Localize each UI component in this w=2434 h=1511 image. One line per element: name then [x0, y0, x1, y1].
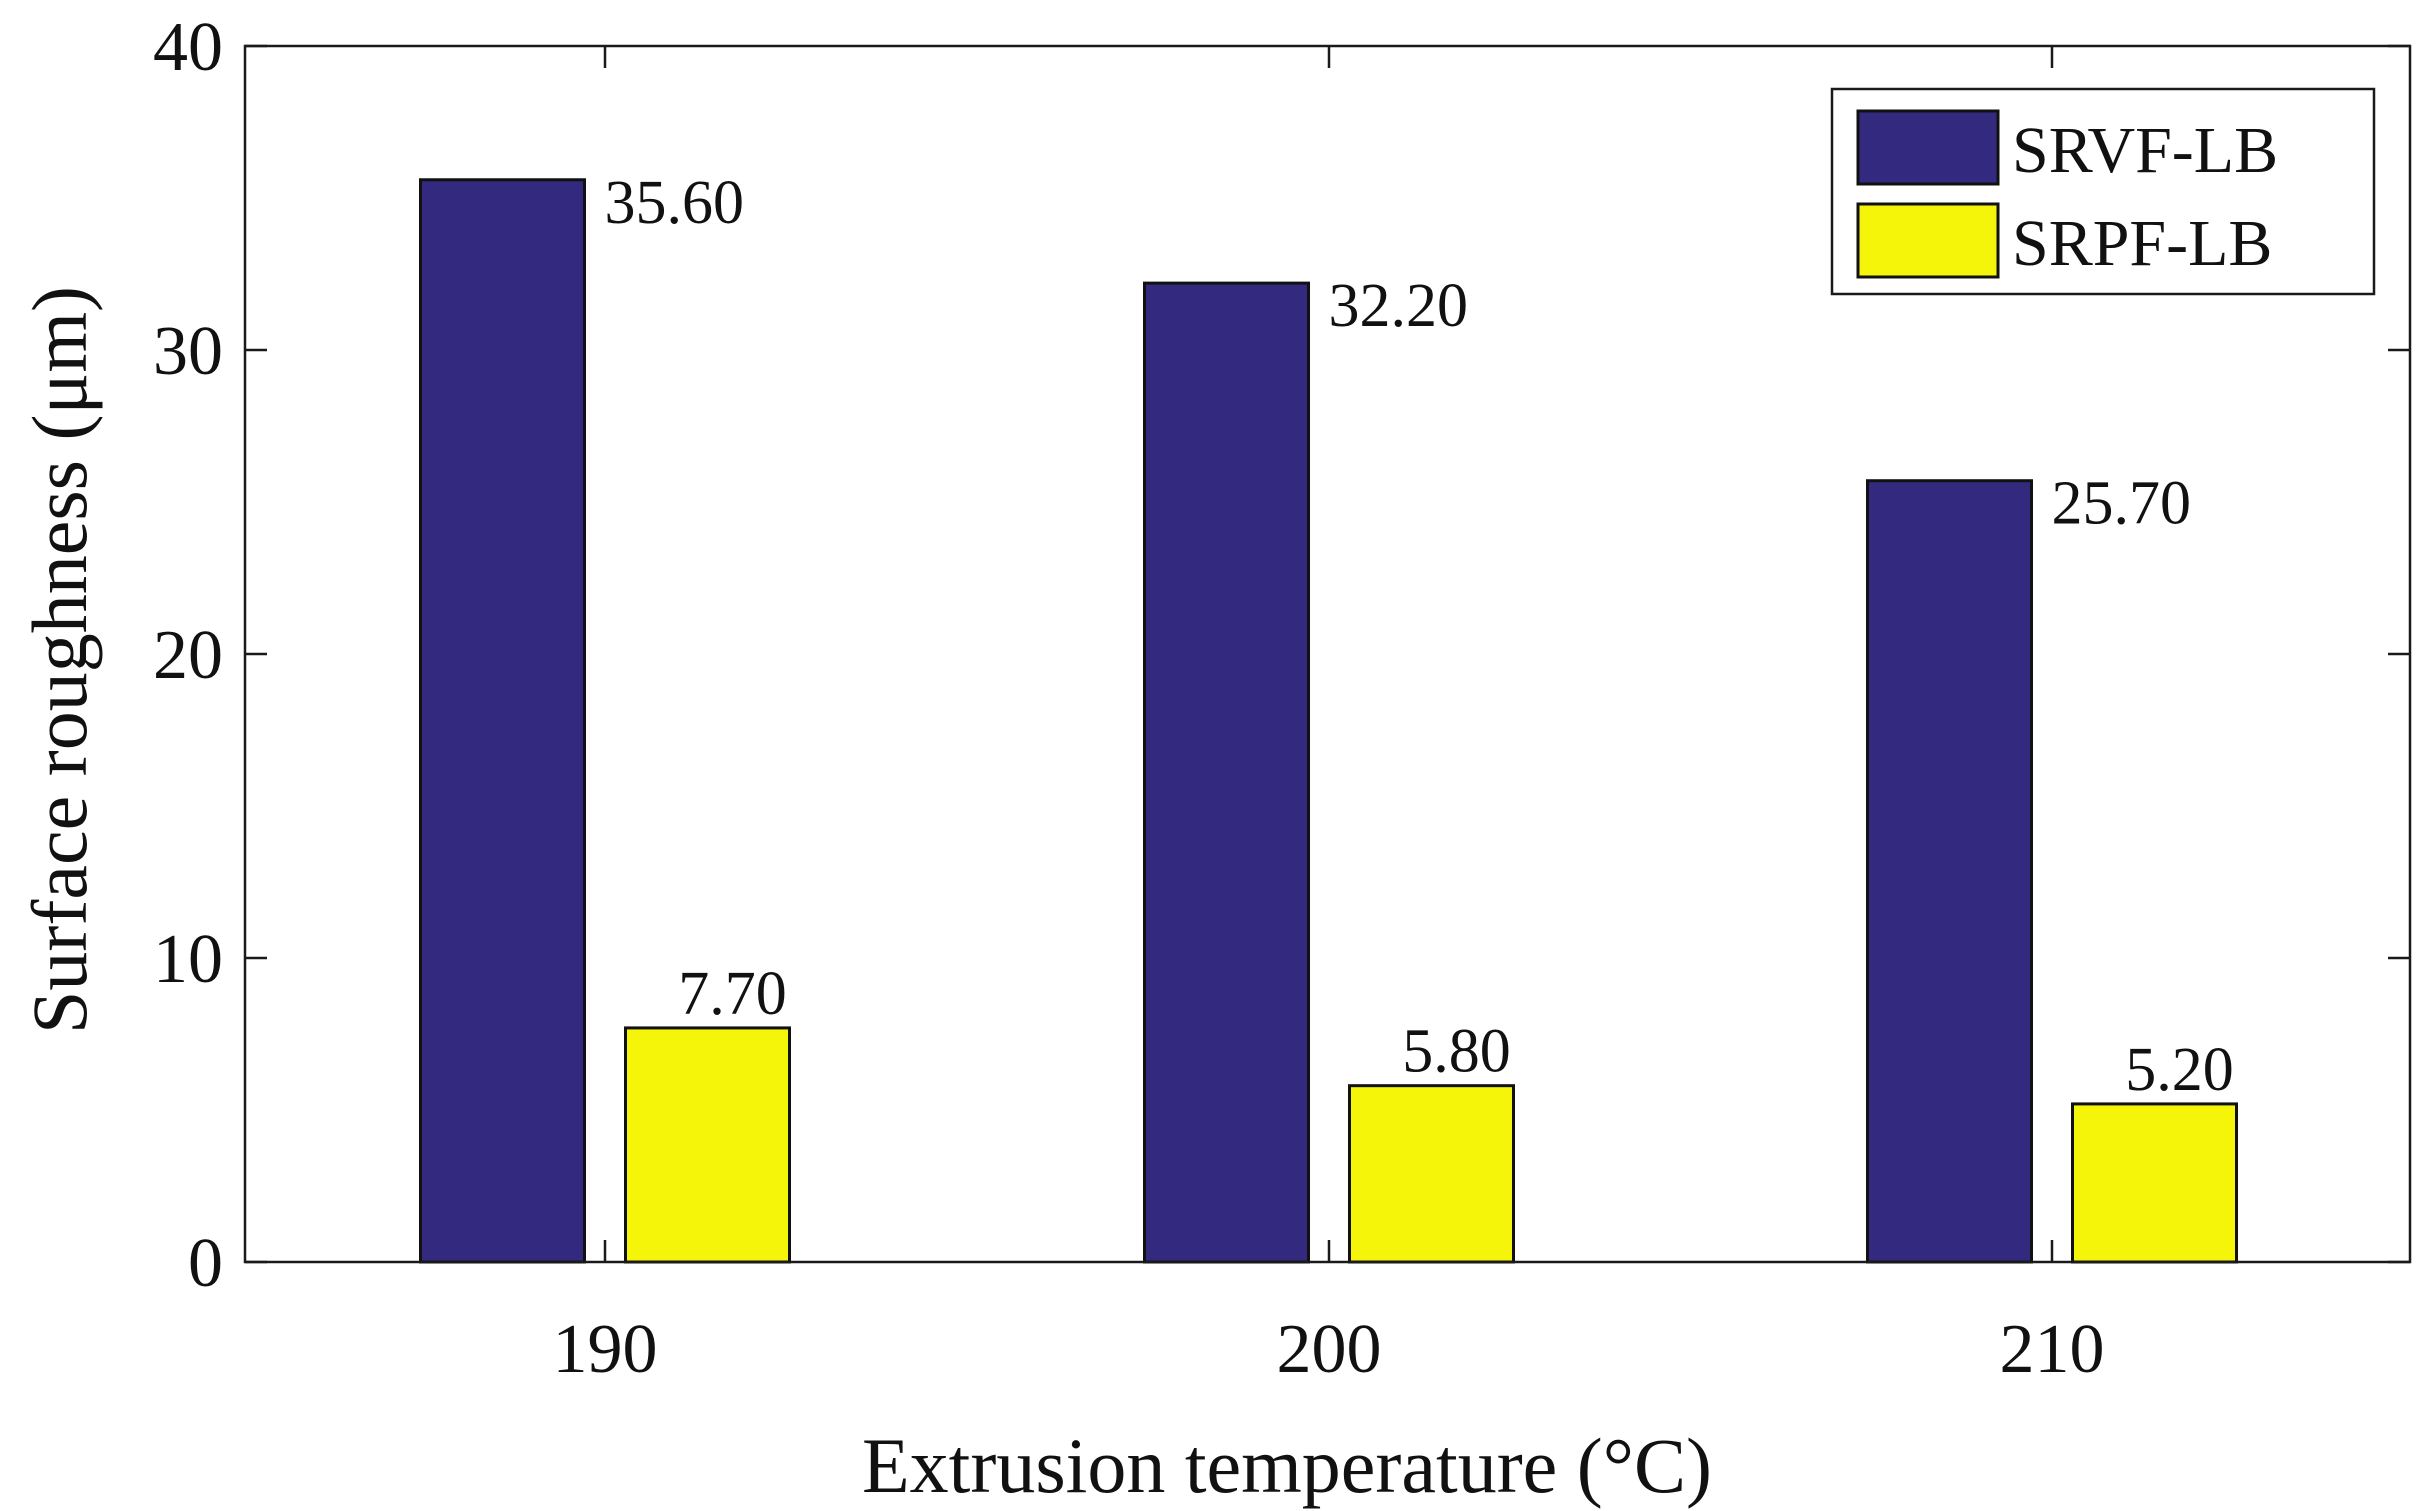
legend-swatch-srvf-lb	[1856, 109, 2000, 186]
x-tick-label-200: 200	[1277, 1311, 1382, 1388]
data-label-srvf-lb-210: 25.70	[2052, 470, 2192, 538]
y-tick-label-20: 20	[153, 617, 223, 694]
labels-layer: 35.60 7.70 32.20 5.80 25.70 5.20	[605, 169, 2234, 1104]
axes-layer: 0 10 20 30 40 190 200 210	[153, 9, 2412, 1388]
bar-srpf-lb-210	[2071, 1102, 2238, 1264]
legend-label-srvf-lb: SRVF-LB	[2012, 114, 2278, 187]
bars-layer	[419, 178, 2238, 1264]
bar-srvf-lb-210	[1866, 479, 2033, 1264]
y-axis-label: Surface roughness (μm)	[16, 286, 103, 1034]
data-label-srvf-lb-200: 32.20	[1329, 272, 1469, 340]
legend-label-srpf-lb: SRPF-LB	[2012, 207, 2272, 280]
legend: SRVF-LB SRPF-LB	[1830, 87, 2376, 296]
bar-srvf-lb-190	[419, 178, 586, 1264]
x-tick-label-210: 210	[2000, 1311, 2105, 1388]
data-label-srpf-lb-200: 5.80	[1402, 1018, 1511, 1086]
data-label-srpf-lb-190: 7.70	[678, 960, 787, 1028]
legend-swatch-srpf-lb	[1856, 202, 2000, 279]
y-tick-label-30: 30	[153, 313, 223, 390]
y-tick-label-0: 0	[188, 1225, 223, 1302]
data-label-srpf-lb-210: 5.20	[2125, 1036, 2234, 1104]
y-tick-label-10: 10	[153, 921, 223, 998]
bar-srvf-lb-200	[1143, 281, 1310, 1264]
bar-srpf-lb-190	[624, 1026, 791, 1264]
x-axis-label: Extrusion temperature (°C)	[862, 1422, 1712, 1509]
y-tick-label-40: 40	[153, 9, 223, 86]
data-label-srvf-lb-190: 35.60	[605, 169, 745, 237]
bar-srpf-lb-200	[1348, 1084, 1515, 1264]
x-tick-label-190: 190	[553, 1311, 658, 1388]
